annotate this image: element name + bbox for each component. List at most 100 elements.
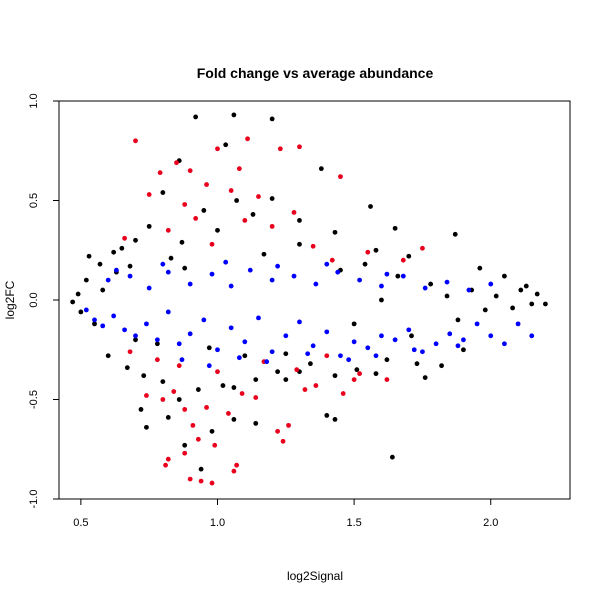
data-point: [310, 243, 316, 249]
data-point: [420, 349, 425, 355]
data-point: [179, 239, 185, 245]
data-point: [83, 277, 89, 283]
data-point: [215, 347, 220, 353]
data-point: [141, 373, 147, 379]
data-point: [305, 351, 311, 357]
data-point: [362, 261, 368, 267]
data-point: [477, 265, 483, 271]
data-point: [234, 462, 240, 468]
data-point: [154, 337, 160, 343]
y-tick-label: -1.0: [28, 490, 40, 509]
data-point: [75, 291, 81, 297]
data-point: [122, 327, 127, 333]
data-point: [160, 261, 166, 267]
data-point: [165, 269, 171, 275]
data-point: [187, 476, 193, 482]
data-point: [329, 257, 335, 263]
data-point: [242, 218, 248, 223]
data-point: [133, 333, 138, 339]
data-point: [215, 227, 220, 233]
data-point: [83, 307, 89, 313]
data-point: [269, 223, 275, 229]
data-point: [302, 387, 308, 392]
data-point: [280, 438, 286, 444]
data-point: [220, 383, 226, 388]
data-point: [195, 436, 201, 442]
data-point: [422, 285, 428, 291]
data-point: [409, 333, 414, 339]
data-point: [365, 345, 371, 351]
data-point: [111, 313, 117, 319]
data-point: [70, 299, 76, 305]
data-point: [179, 357, 185, 363]
data-point: [373, 247, 379, 253]
data-point: [543, 301, 548, 307]
data-point: [133, 138, 138, 144]
data-point: [204, 405, 209, 410]
data-point: [297, 218, 302, 223]
data-point: [190, 422, 196, 428]
data-point: [105, 353, 111, 359]
data-point: [283, 333, 289, 339]
data-point: [365, 249, 371, 255]
data-point: [176, 363, 182, 369]
data-point: [324, 261, 330, 267]
data-point: [406, 327, 412, 333]
y-tick-label: -0.5: [28, 390, 40, 409]
data-point: [231, 112, 237, 118]
data-point: [198, 478, 204, 484]
y-axis: -1.0 -0.5 0.0 0.5 1.0: [28, 93, 60, 509]
data-point: [310, 343, 316, 349]
data-point: [215, 146, 220, 152]
y-tick-label: 0.0: [28, 292, 40, 307]
data-point: [146, 192, 152, 197]
chart-title: Fold change vs average abundance: [197, 65, 434, 81]
plot-frame: [58, 100, 571, 500]
data-point: [206, 363, 212, 369]
data-point: [92, 321, 97, 327]
data-point: [100, 287, 106, 293]
data-point: [146, 285, 152, 291]
data-point: [157, 170, 163, 176]
y-tick-label: 0.5: [28, 193, 40, 208]
data-point: [444, 279, 450, 285]
data-point: [406, 253, 412, 259]
data-point: [534, 291, 540, 297]
data-point: [86, 253, 92, 259]
data-point: [165, 309, 171, 315]
data-point: [351, 377, 357, 382]
data-point: [171, 389, 177, 394]
data-point: [275, 369, 281, 375]
data-point: [269, 196, 275, 201]
data-point: [411, 347, 417, 353]
data-point: [338, 353, 343, 359]
data-point: [182, 450, 188, 456]
data-point: [392, 337, 398, 343]
data-point: [433, 341, 439, 347]
data-point: [354, 367, 360, 373]
data-point: [160, 397, 166, 402]
data-point: [144, 393, 149, 398]
data-point: [269, 349, 275, 355]
data-point: [269, 116, 275, 122]
data-point: [488, 333, 494, 339]
data-point: [163, 462, 168, 468]
data-point: [176, 397, 182, 402]
data-point: [346, 357, 352, 363]
x-tick-label: 1.5: [346, 517, 361, 529]
data-point: [168, 255, 174, 261]
data-point: [400, 257, 406, 263]
data-point: [518, 287, 524, 293]
data-point: [523, 283, 529, 289]
data-point: [105, 277, 111, 283]
data-point: [234, 198, 240, 203]
data-point: [206, 345, 212, 351]
data-point: [482, 307, 488, 313]
data-point: [256, 315, 261, 321]
data-point: [351, 321, 357, 327]
data-point: [277, 146, 283, 152]
data-point: [283, 377, 289, 382]
data-point: [400, 273, 406, 279]
data-point: [176, 341, 182, 347]
data-point: [133, 337, 138, 343]
